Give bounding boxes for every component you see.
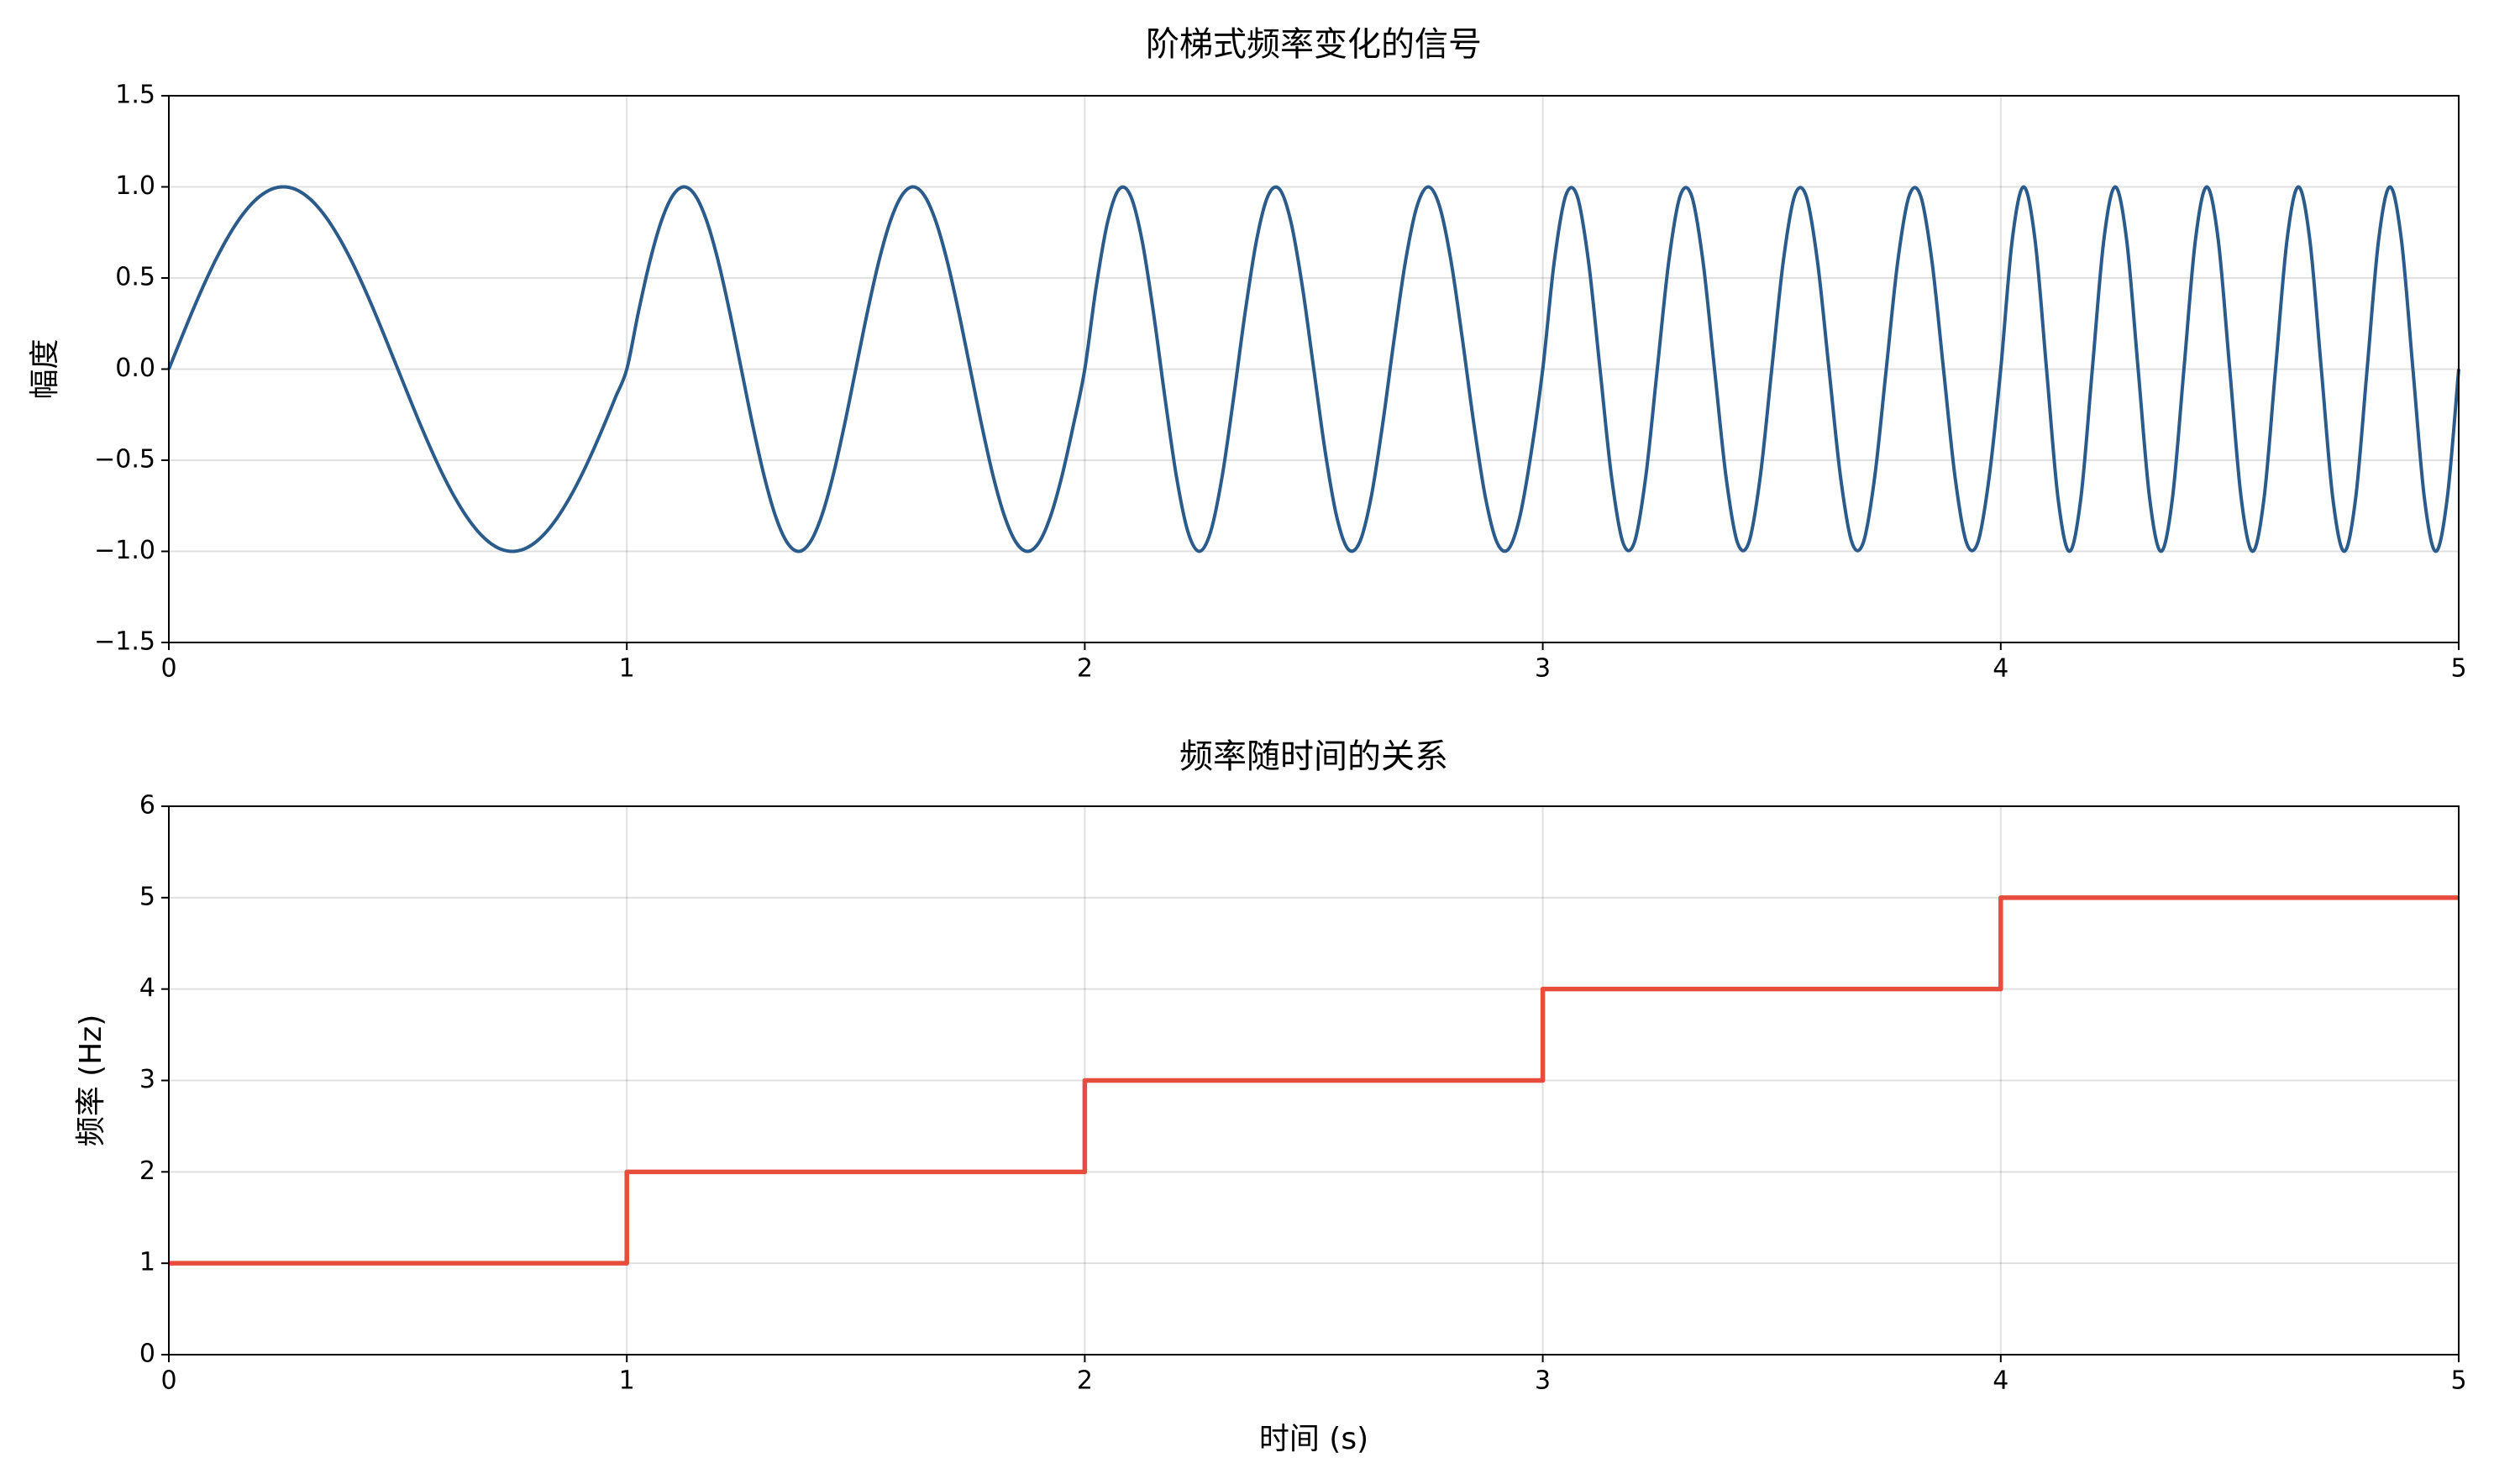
x-axis-label: 时间 (s) — [1259, 1422, 1368, 1456]
y-axis-label: 幅度 — [28, 338, 62, 399]
y-tick-label: 3 — [139, 1065, 155, 1094]
y-tick-label: −0.5 — [94, 445, 155, 475]
y-tick-label: 4 — [139, 973, 155, 1003]
chart-title: 频率随时间的关系 — [1179, 737, 1448, 776]
x-tick-label: 2 — [1077, 1366, 1093, 1396]
x-tick-label: 0 — [160, 654, 176, 684]
y-tick-label: 0 — [139, 1340, 155, 1369]
y-tick-label: 2 — [139, 1156, 155, 1186]
y-tick-label: 0.5 — [115, 263, 155, 292]
signal-line — [167, 185, 2460, 553]
plot-frame — [168, 805, 2460, 1356]
chart-title: 阶梯式频率变化的信号 — [1146, 25, 1482, 64]
x-tick-label: 3 — [1535, 1366, 1551, 1396]
step-line — [169, 895, 2459, 1266]
y-axis-label: 频率 (Hz) — [74, 1015, 108, 1147]
y-tick-label: −1.5 — [94, 627, 155, 657]
x-tick-label: 5 — [2450, 654, 2466, 684]
x-tick-label: 4 — [1993, 654, 2008, 684]
x-tick-label: 1 — [619, 1366, 635, 1396]
y-tick-label: 0.0 — [115, 354, 155, 383]
y-tick-label: −1.0 — [94, 536, 155, 565]
y-tick-label: 1 — [139, 1248, 155, 1277]
y-tick-label: 1.5 — [115, 81, 155, 110]
y-tick-label: 5 — [139, 882, 155, 911]
x-tick-label: 1 — [619, 654, 635, 684]
x-tick-label: 3 — [1535, 654, 1551, 684]
x-tick-label: 2 — [1077, 654, 1093, 684]
x-tick-label: 4 — [1993, 1366, 2008, 1396]
y-tick-label: 1.0 — [115, 171, 155, 201]
x-tick-label: 0 — [160, 1366, 176, 1396]
plot-frame — [168, 95, 2460, 643]
y-tick-label: 6 — [139, 791, 155, 821]
x-tick-label: 5 — [2450, 1366, 2466, 1396]
